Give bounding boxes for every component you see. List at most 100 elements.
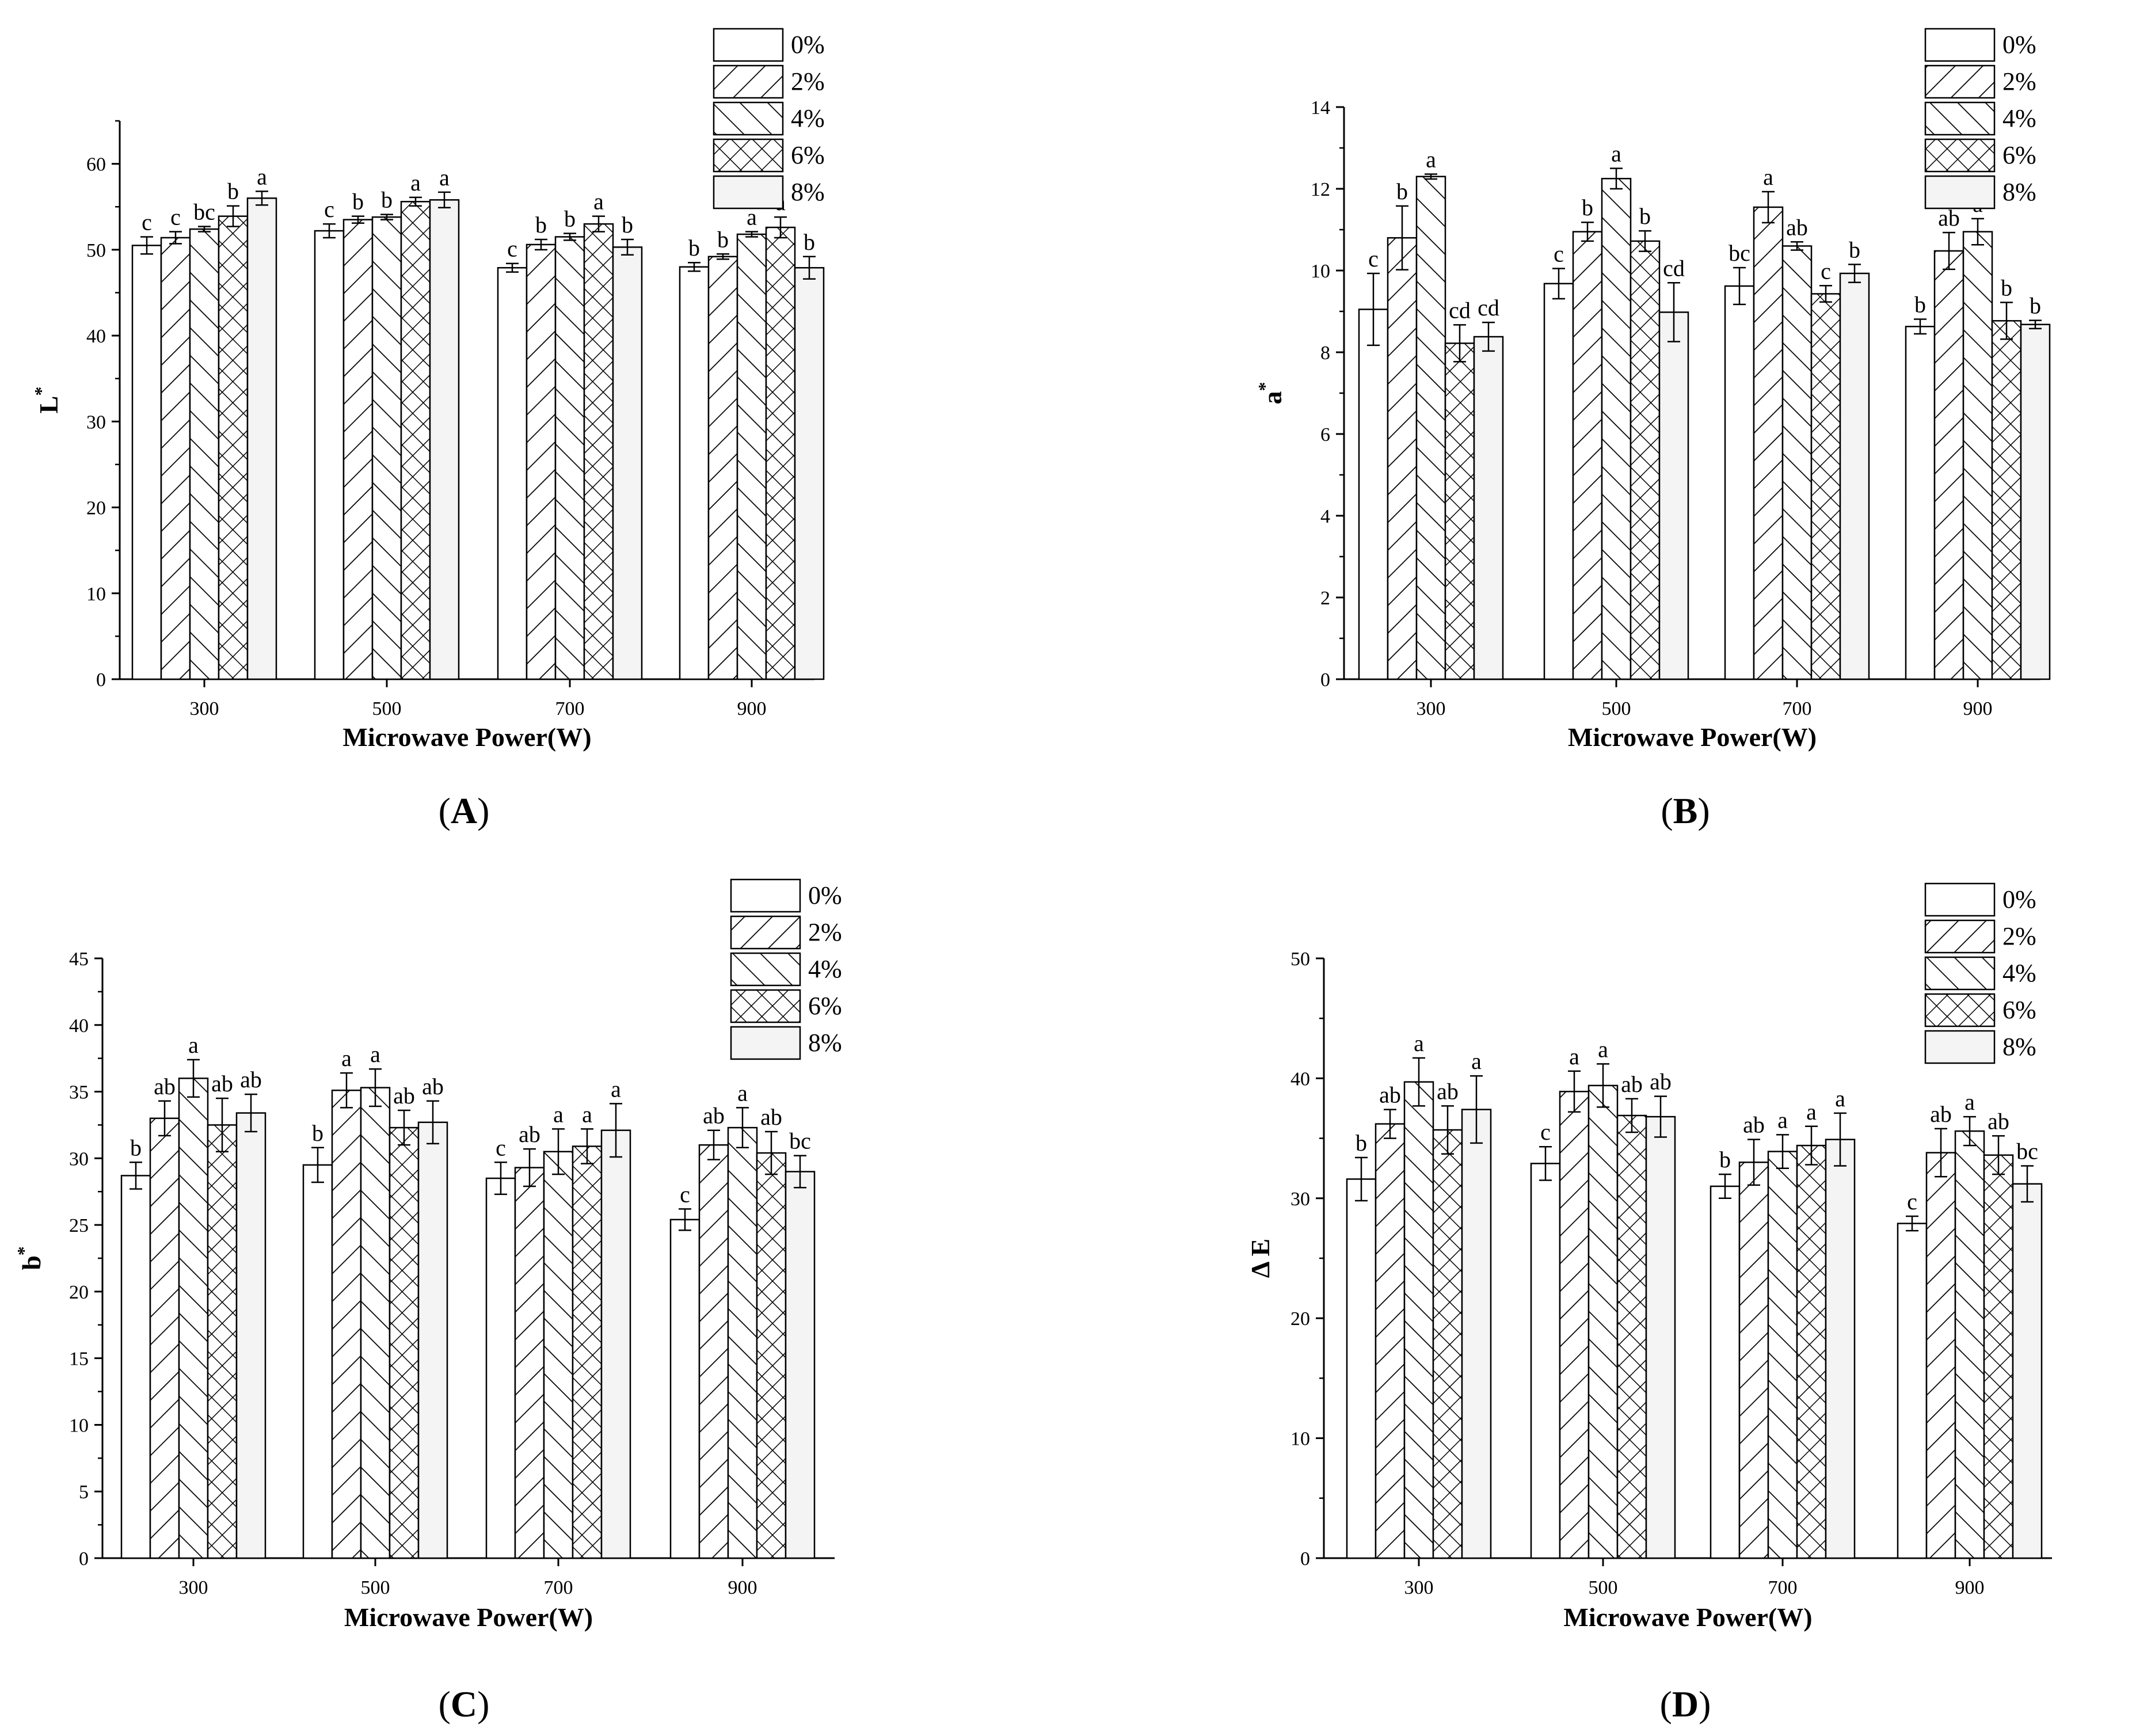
significance-letter: a [1598, 1036, 1608, 1062]
significance-letter: b [1914, 291, 1926, 317]
legend-swatch-0pct [713, 28, 784, 62]
significance-letter: b [1719, 1147, 1731, 1172]
y-tick-label: 50 [1290, 949, 1310, 970]
bar-b-500-0pct [1543, 283, 1574, 680]
bar-c-900-8pct [785, 1171, 816, 1559]
significance-letter: a [1426, 146, 1436, 172]
bar-b-700-2pct [1753, 206, 1784, 680]
legend-swatch-4pct [1924, 101, 1996, 136]
bar-d-300-0pct [1346, 1178, 1377, 1559]
significance-letter: ab [1786, 214, 1808, 240]
legend-label: 6% [808, 992, 842, 1020]
legend-label: 4% [2002, 959, 2036, 987]
bar-b-300-2pct [1387, 237, 1418, 680]
significance-letter: a [439, 165, 450, 191]
bar-a-700-6pct [583, 223, 614, 680]
significance-letter: a [747, 204, 757, 230]
legend-label: 2% [791, 67, 825, 96]
significance-letter: b [381, 187, 393, 213]
significance-letter: ab [154, 1073, 176, 1099]
y-tick-label: 40 [69, 1015, 89, 1037]
significance-letter: c [1540, 1119, 1551, 1145]
significance-letter: cd [1663, 255, 1685, 281]
significance-letter: b [1582, 195, 1593, 220]
significance-letter: a [1806, 1099, 1817, 1125]
y-tick-label: 14 [1311, 97, 1330, 119]
bar-a-500-8pct [429, 199, 460, 680]
y-tick-label: 0 [1320, 669, 1330, 691]
x-axis-title: Microwave Power(W) [342, 722, 591, 752]
x-axis-title: Microwave Power(W) [1568, 722, 1817, 752]
significance-letter: a [370, 1041, 380, 1067]
y-tick-label: 6 [1320, 424, 1330, 446]
significance-letter: ab [1379, 1082, 1401, 1108]
panel-label-part: A [451, 790, 477, 831]
y-tick-label: 20 [1290, 1308, 1310, 1330]
y-tick-label: 40 [1290, 1068, 1310, 1090]
significance-letter: a [611, 1076, 621, 1102]
y-tick-label: 10 [86, 584, 106, 605]
x-tick-label: 700 [1783, 698, 1812, 719]
bar-a-300-6pct [218, 215, 249, 680]
y-tick-label: 15 [69, 1349, 89, 1370]
legend-swatch-6pct [713, 138, 784, 173]
bar-b-700-8pct [1839, 272, 1870, 680]
significance-letter: b [717, 226, 729, 252]
legend-label: 8% [2002, 1033, 2036, 1061]
significance-letter: ab [1437, 1078, 1459, 1104]
significance-letter: a [188, 1032, 199, 1058]
significance-letter: b [1849, 237, 1860, 262]
y-tick-label: 0 [96, 669, 106, 691]
legend: 0% 2% 4% 6% 8% [713, 28, 825, 210]
bar-c-900-4pct [727, 1126, 758, 1559]
bar-d-300-8pct [1461, 1109, 1492, 1559]
bar-b-500-8pct [1658, 311, 1689, 680]
y-axis-title-superscript: * [1254, 382, 1275, 391]
y-tick-label: 35 [69, 1082, 89, 1103]
legend-swatch-2pct [713, 64, 784, 99]
legend-swatch-8pct [1924, 175, 1996, 210]
significance-letter: a [553, 1101, 564, 1127]
significance-letter: ab [1988, 1108, 2009, 1134]
significance-letter: a [1611, 141, 1621, 167]
bar-a-500-2pct [342, 219, 374, 680]
legend-label: 6% [791, 141, 825, 169]
bar-b-900-0pct [1905, 326, 1936, 680]
bar-d-300-4pct [1403, 1081, 1434, 1559]
bar-d-500-2pct [1559, 1091, 1590, 1559]
bar-d-700-4pct [1767, 1151, 1798, 1559]
bar-b-300-4pct [1415, 176, 1446, 680]
bar-a-900-0pct [679, 266, 710, 680]
bar-c-700-0pct [485, 1177, 516, 1559]
significance-letter: c [680, 1181, 690, 1207]
bar-b-300-8pct [1473, 336, 1504, 680]
bar-d-300-2pct [1375, 1123, 1406, 1559]
bar-d-500-8pct [1645, 1116, 1676, 1559]
significance-letter: bc [1729, 240, 1750, 266]
panel-label: (B) [1661, 790, 1710, 831]
significance-letter: a [1569, 1044, 1579, 1069]
significance-letter: ab [1930, 1101, 1952, 1127]
bar-c-300-0pct [120, 1175, 151, 1559]
bar-a-700-2pct [526, 243, 557, 680]
y-tick-label: 0 [79, 1548, 89, 1570]
bar-a-700-0pct [497, 267, 528, 680]
legend-label: 0% [2002, 31, 2036, 59]
x-tick-label: 700 [555, 698, 585, 719]
legend-label: 6% [2002, 996, 2036, 1024]
significance-letter: a [737, 1080, 748, 1106]
y-axis-title-superscript: * [13, 1246, 34, 1255]
y-tick-label: 10 [1311, 261, 1330, 282]
bar-a-300-0pct [131, 245, 162, 680]
x-tick-label: 300 [1417, 698, 1446, 719]
significance-letter: ab [211, 1071, 233, 1097]
y-tick-label: 40 [86, 326, 106, 347]
y-axis-title: b* [13, 1246, 46, 1270]
panel-label-part: D [1672, 1684, 1699, 1724]
significance-letter: b [352, 189, 364, 215]
significance-letter: cd [1449, 297, 1471, 323]
significance-letter: c [1821, 258, 1831, 284]
significance-letter: c [1907, 1189, 1917, 1215]
